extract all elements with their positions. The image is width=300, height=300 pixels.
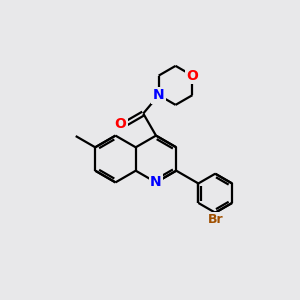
Text: N: N [153,88,164,102]
Text: N: N [150,176,162,189]
Text: O: O [187,69,198,82]
Text: Br: Br [207,213,223,226]
Text: O: O [115,117,127,131]
